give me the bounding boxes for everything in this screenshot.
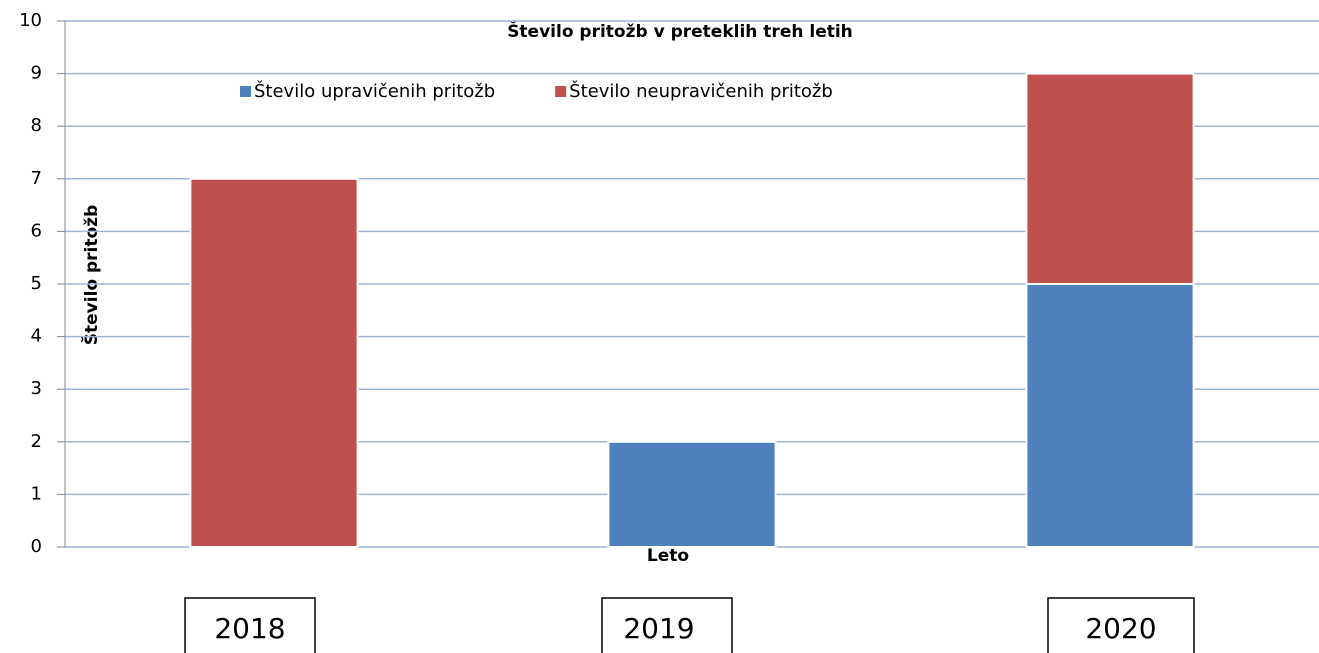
chart-title: Število pritožb v preteklih treh letih: [507, 20, 853, 42]
y-tick-label: 7: [31, 168, 42, 189]
legend-label: Število neupravičenih pritožb: [569, 80, 833, 102]
category-box: [1047, 597, 1195, 653]
y-tick-label: 4: [31, 326, 42, 347]
x-tick-label: 2019: [623, 612, 694, 645]
y-tick-label: 2: [31, 431, 42, 452]
category-box: [184, 597, 316, 653]
legend-swatch: [555, 86, 567, 97]
y-tick-label: 9: [31, 63, 42, 84]
y-tick-label: 8: [31, 115, 42, 136]
y-tick-label: 10: [19, 10, 42, 31]
bar-segment: [189, 177, 359, 549]
bar-segment: [607, 440, 777, 548]
y-tick-label: 3: [31, 378, 42, 399]
y-tick-label: 5: [31, 273, 42, 294]
y-axis-label: Število pritožb: [80, 205, 102, 345]
y-tick-label: 0: [31, 536, 42, 557]
legend-swatch: [240, 86, 251, 97]
bar-segment: [1025, 283, 1195, 548]
y-tick-label: 1: [31, 483, 42, 504]
x-tick-label: 2018: [214, 612, 285, 645]
x-tick-label: 2020: [1085, 612, 1156, 645]
y-tick-label: 6: [31, 220, 42, 241]
bar-segment: [1025, 72, 1195, 285]
x-axis-label: Leto: [647, 546, 689, 566]
category-box: [601, 597, 733, 653]
legend-label: Število upravičenih pritožb: [254, 80, 495, 102]
